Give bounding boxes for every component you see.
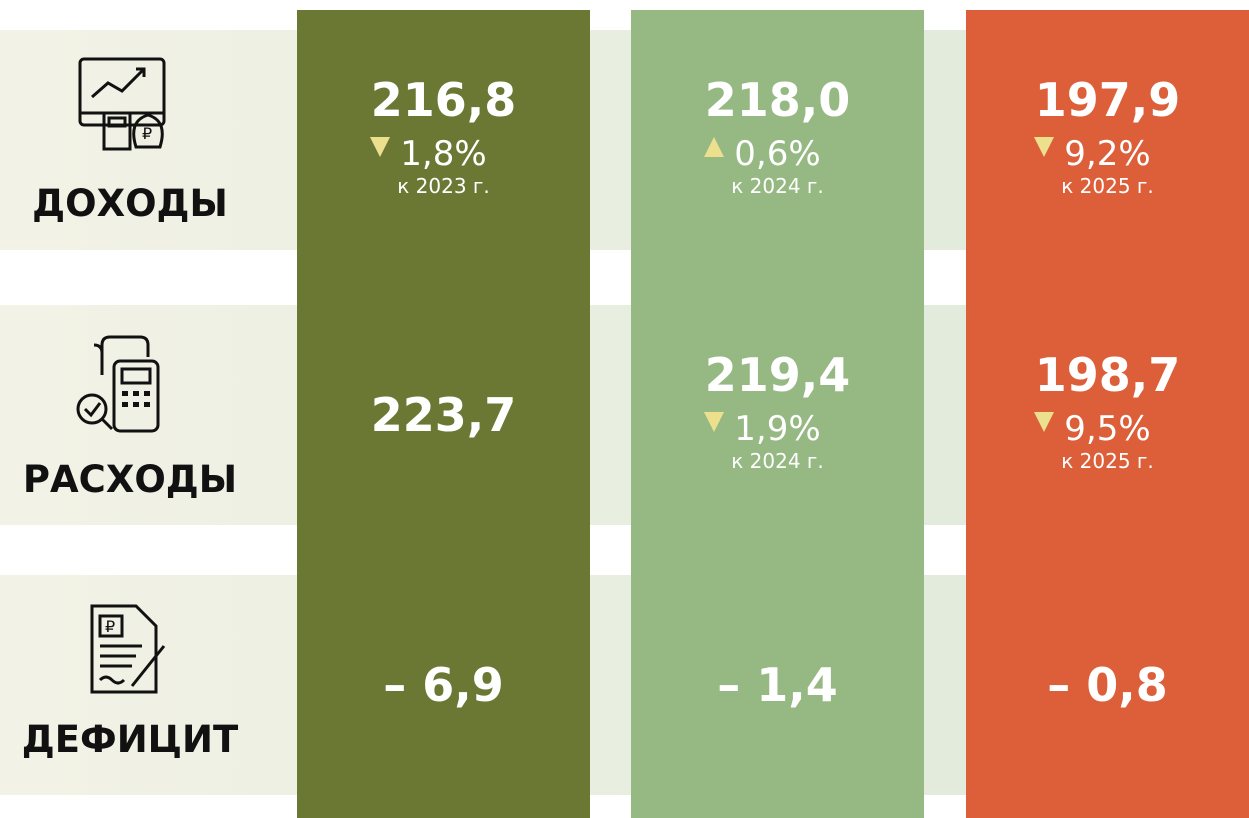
change-arrow: [704, 412, 725, 432]
cell: 198,7 9,5% к 2025 г.: [966, 305, 1249, 525]
change-arrow: [704, 137, 725, 157]
svg-text:₽: ₽: [105, 617, 115, 636]
value: 216,8: [370, 73, 517, 127]
value: 223,7: [370, 388, 517, 442]
row-label: ДЕФИЦИТ: [21, 718, 239, 761]
value: – 1,4: [717, 658, 838, 712]
change-note: к 2024 г.: [731, 449, 824, 473]
cell: – 6,9: [297, 575, 590, 795]
svg-text:₽: ₽: [142, 124, 152, 143]
column: 197,9 9,2% к 2025 г. 198,7 9,5% к 2025 г. – 0,…: [966, 10, 1249, 818]
change-percent: 0,6%: [734, 134, 821, 174]
value: 218,0: [704, 73, 851, 127]
change: 9,2%: [1034, 134, 1151, 174]
change-note: к 2025 г.: [1061, 449, 1154, 473]
change-percent: 1,8%: [400, 134, 487, 174]
change: 0,6%: [704, 134, 821, 174]
cell: 223,7: [297, 305, 590, 525]
change: 9,5%: [1034, 409, 1151, 449]
value: 197,9: [1034, 73, 1181, 127]
change-arrow: [1034, 412, 1055, 432]
change-note: к 2023 г.: [397, 174, 490, 198]
value: 198,7: [1034, 348, 1181, 402]
row-label: РАСХОДЫ: [22, 458, 238, 501]
column: 218,0 0,6% к 2024 г. 219,4 1,9% к 2024 г. – 1,…: [631, 10, 924, 818]
change-note: к 2025 г.: [1061, 174, 1154, 198]
change: 1,9%: [704, 409, 821, 449]
change-percent: 9,5%: [1064, 409, 1151, 449]
change: 1,8%: [370, 134, 487, 174]
row-label: ДОХОДЫ: [32, 182, 228, 225]
cell: 197,9 9,2% к 2025 г.: [966, 30, 1249, 250]
expense-icon: [76, 335, 160, 433]
cell: 218,0 0,6% к 2024 г.: [631, 30, 924, 250]
change-percent: 1,9%: [734, 409, 821, 449]
change-arrow: [370, 137, 391, 157]
deficit-icon: ₽: [90, 604, 166, 694]
cell: – 0,8: [966, 575, 1249, 795]
income-icon: ₽: [78, 57, 166, 151]
change-arrow: [1034, 137, 1055, 157]
change-percent: 9,2%: [1064, 134, 1151, 174]
cell: – 1,4: [631, 575, 924, 795]
cell: 219,4 1,9% к 2024 г.: [631, 305, 924, 525]
cell: 216,8 1,8% к 2023 г.: [297, 30, 590, 250]
column: 216,8 1,8% к 2023 г. 223,7 – 6,9: [297, 10, 590, 818]
value: – 6,9: [383, 658, 504, 712]
value: 219,4: [704, 348, 851, 402]
change-note: к 2024 г.: [731, 174, 824, 198]
value: – 0,8: [1047, 658, 1168, 712]
